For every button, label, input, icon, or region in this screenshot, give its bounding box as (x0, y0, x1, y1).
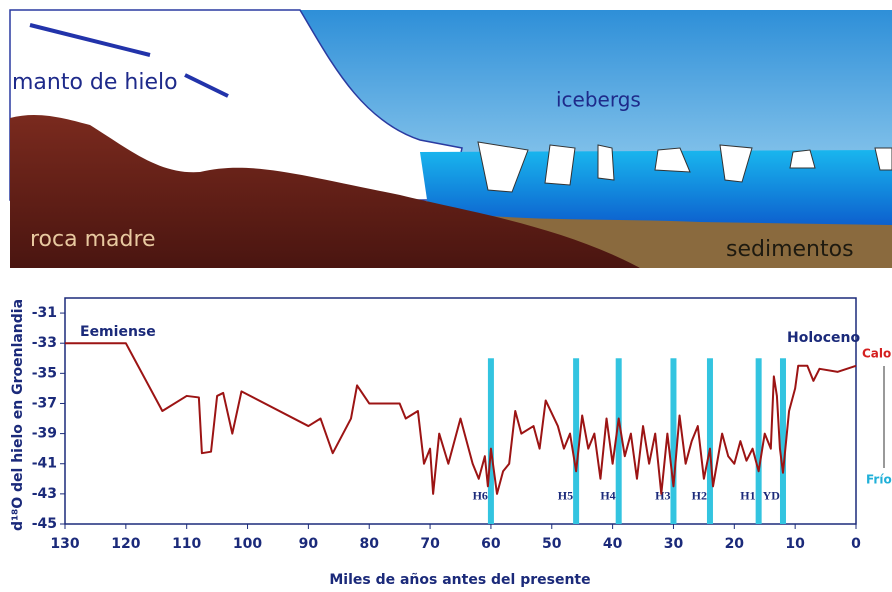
figure: manto de hielo icebergs roca madre sedim… (0, 0, 892, 592)
event-label: H1 (740, 489, 755, 503)
ice-sheet-label: manto de hielo (12, 70, 178, 95)
cold-label: Frío (866, 473, 892, 487)
event-label: H5 (558, 489, 573, 503)
eemian-label: Eemiense (80, 324, 156, 340)
x-tick-label: 130 (50, 536, 79, 552)
x-tick-label: 50 (542, 536, 562, 552)
y-tick-label: -37 (32, 395, 57, 411)
event-label: H4 (600, 489, 615, 503)
event-bar (488, 358, 494, 524)
x-tick-label: 100 (233, 536, 262, 552)
warm-label: Calor (862, 347, 892, 361)
y-tick-label: -41 (32, 456, 57, 472)
page: manto de hielo icebergs roca madre sedim… (0, 0, 892, 592)
holocene-label: Holoceno (787, 330, 861, 346)
x-tick-label: 40 (603, 536, 623, 552)
x-tick-label: 60 (481, 536, 501, 552)
x-tick-label: 120 (111, 536, 140, 552)
x-tick-label: 70 (420, 536, 440, 552)
event-bar (573, 358, 579, 524)
y-tick-label: -43 (32, 486, 57, 502)
event-bar (756, 358, 762, 524)
event-bar (707, 358, 713, 524)
event-label: H2 (692, 489, 707, 503)
event-label: YD (763, 489, 781, 503)
event-label: H3 (655, 489, 670, 503)
x-tick-label: 90 (299, 536, 319, 552)
y-tick-label: -45 (32, 516, 57, 532)
plot-frame (65, 298, 856, 524)
sediments-label: sedimentos (726, 237, 854, 262)
x-tick-label: 80 (359, 536, 379, 552)
y-axis-label: d¹⁸O del hielo en Groenlandia (10, 299, 26, 531)
y-tick-label: -33 (32, 335, 57, 351)
x-axis-label: Miles de años antes del presente (329, 572, 590, 588)
event-label: H6 (473, 489, 488, 503)
y-tick-label: -35 (32, 365, 57, 381)
x-tick-label: 20 (725, 536, 745, 552)
bedrock-label: roca madre (30, 227, 156, 252)
diagram: manto de hielo icebergs roca madre sedim… (10, 10, 892, 268)
x-tick-label: 30 (664, 536, 684, 552)
x-tick-label: 10 (785, 536, 805, 552)
icebergs-label: icebergs (556, 88, 641, 112)
y-tick-label: -39 (32, 426, 57, 442)
event-bar (780, 358, 786, 524)
x-tick-label: 110 (172, 536, 201, 552)
x-tick-label: 0 (851, 536, 861, 552)
y-tick-label: -31 (32, 305, 57, 321)
event-bar (670, 358, 676, 524)
